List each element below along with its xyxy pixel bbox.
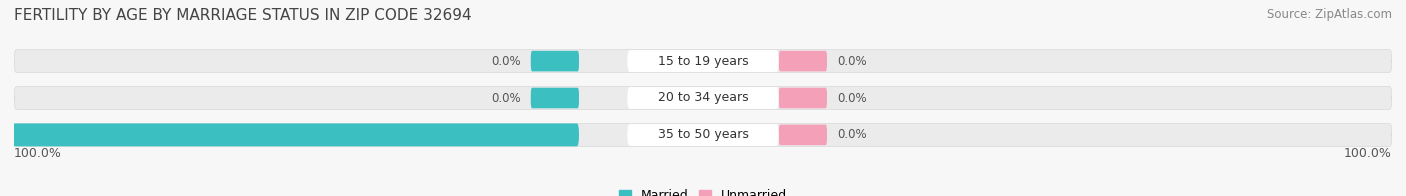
FancyBboxPatch shape [627, 50, 779, 72]
Legend: Married, Unmarried: Married, Unmarried [619, 189, 787, 196]
FancyBboxPatch shape [14, 50, 1392, 73]
FancyBboxPatch shape [14, 87, 1392, 109]
FancyBboxPatch shape [627, 87, 779, 109]
FancyBboxPatch shape [779, 51, 827, 71]
Text: Source: ZipAtlas.com: Source: ZipAtlas.com [1267, 8, 1392, 21]
Text: 15 to 19 years: 15 to 19 years [658, 55, 748, 68]
Text: 0.0%: 0.0% [491, 55, 520, 68]
Text: 35 to 50 years: 35 to 50 years [658, 128, 748, 141]
FancyBboxPatch shape [779, 125, 827, 145]
Text: 20 to 34 years: 20 to 34 years [658, 92, 748, 104]
FancyBboxPatch shape [531, 88, 579, 108]
Text: FERTILITY BY AGE BY MARRIAGE STATUS IN ZIP CODE 32694: FERTILITY BY AGE BY MARRIAGE STATUS IN Z… [14, 8, 471, 23]
Text: 100.0%: 100.0% [14, 147, 62, 160]
FancyBboxPatch shape [0, 123, 579, 146]
Text: 0.0%: 0.0% [838, 55, 868, 68]
FancyBboxPatch shape [779, 88, 827, 108]
Text: 100.0%: 100.0% [1344, 147, 1392, 160]
Text: 0.0%: 0.0% [838, 128, 868, 141]
FancyBboxPatch shape [531, 51, 579, 71]
Text: 0.0%: 0.0% [838, 92, 868, 104]
FancyBboxPatch shape [14, 123, 1392, 146]
FancyBboxPatch shape [627, 124, 779, 146]
Text: 0.0%: 0.0% [491, 92, 520, 104]
